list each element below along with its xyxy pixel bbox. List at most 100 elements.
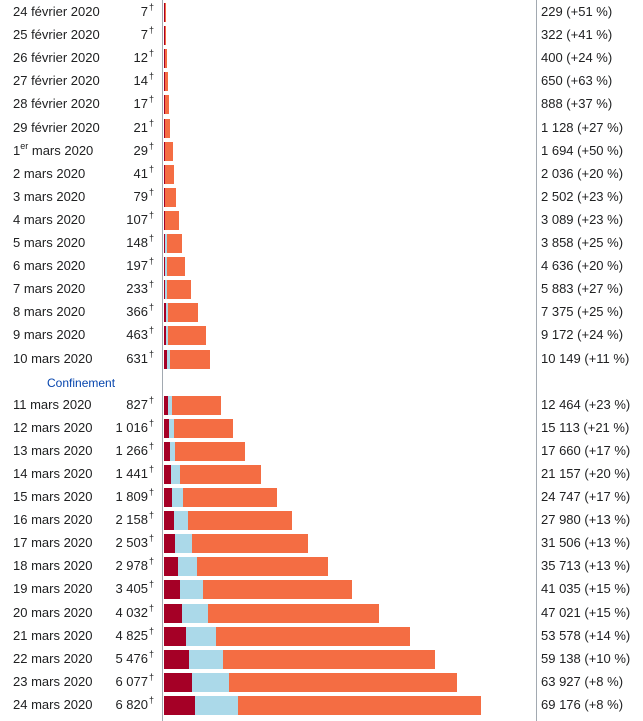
stacked-bar bbox=[164, 511, 293, 531]
deaths-value: 41 bbox=[133, 165, 148, 181]
date-label: 8 mars 2020 bbox=[13, 304, 86, 320]
date-label: 19 mars 2020 bbox=[13, 581, 93, 597]
deaths-label: 631† bbox=[126, 349, 154, 366]
dagger-mark: † bbox=[148, 463, 154, 474]
bar-deaths bbox=[164, 626, 187, 646]
date-label: 13 mars 2020 bbox=[13, 442, 93, 458]
stacked-bar bbox=[164, 649, 435, 669]
deaths-label: 17† bbox=[134, 94, 154, 111]
table-row: 26 février 2020 12† 400 (+24 %) bbox=[0, 47, 643, 70]
date-label: 23 mars 2020 bbox=[13, 673, 93, 689]
table-row: 24 février 2020 7† 229 (+51 %) bbox=[0, 1, 643, 24]
bar-recoveries bbox=[166, 349, 170, 369]
table-row: 20 mars 2020 4 032† 47 021 (+15 %) bbox=[0, 602, 643, 625]
confinement-annotation[interactable]: Confinement bbox=[47, 375, 116, 390]
dagger-mark: † bbox=[148, 671, 154, 682]
bar-deaths bbox=[164, 418, 169, 438]
deaths-label: 2 978† bbox=[115, 556, 154, 574]
deaths-label: 29† bbox=[134, 140, 154, 158]
bar-deaths bbox=[164, 580, 180, 600]
bar-recoveries bbox=[165, 303, 168, 323]
date-label: 24 mars 2020 bbox=[13, 696, 93, 712]
dagger-mark: † bbox=[148, 648, 154, 659]
bar-active bbox=[175, 441, 245, 461]
date-label: 15 mars 2020 bbox=[13, 489, 93, 504]
stacked-bar bbox=[164, 488, 278, 507]
cases-label: 7 375 (+25 %) bbox=[541, 304, 624, 320]
left-separator bbox=[162, 0, 163, 721]
deaths-value: 366 bbox=[126, 304, 148, 320]
deaths-value: 3 405 bbox=[115, 581, 148, 597]
bar-deaths bbox=[164, 557, 178, 577]
bar-active bbox=[165, 3, 167, 22]
table-row: 10 mars 2020 631† 10 149 (+11 %) bbox=[0, 348, 643, 371]
deaths-value: 107 bbox=[126, 211, 148, 227]
cases-label: 21 157 (+20 %) bbox=[541, 465, 631, 481]
date-label: 26 février 2020 bbox=[13, 50, 100, 66]
bar-recoveries bbox=[189, 649, 223, 669]
dagger-mark: † bbox=[148, 533, 154, 544]
bar-active bbox=[166, 257, 186, 277]
bar-deaths bbox=[164, 349, 167, 369]
table-row: 3 mars 2020 79† 2 502 (+23 %) bbox=[0, 186, 643, 209]
bar-recoveries bbox=[179, 580, 203, 600]
table-row: 21 mars 2020 4 825† 53 578 (+14 %) bbox=[0, 625, 643, 648]
table-row: 7 mars 2020 233† 5 883 (+27 %) bbox=[0, 278, 643, 301]
bar-deaths bbox=[164, 649, 190, 669]
deaths-label: 148† bbox=[126, 233, 154, 250]
cases-label: 2 036 (+20 %) bbox=[541, 165, 624, 181]
date-label: 11 mars 2020 bbox=[13, 396, 92, 412]
deaths-value: 148 bbox=[126, 235, 148, 250]
table-row: 14 mars 2020 1 441† 21 157 (+20 %) bbox=[0, 463, 643, 486]
table-row: 8 mars 2020 366† 7 375 (+25 %) bbox=[0, 301, 643, 324]
deaths-value: 1 441 bbox=[115, 465, 148, 481]
bar-recoveries bbox=[195, 695, 238, 715]
stacked-bar bbox=[164, 72, 168, 92]
date-month: mars 2020 bbox=[28, 142, 94, 158]
stacked-bar bbox=[164, 118, 171, 138]
deaths-value: 5 476 bbox=[115, 650, 148, 666]
cases-label: 12 464 (+23 %) bbox=[541, 396, 631, 412]
dagger-mark: † bbox=[148, 694, 154, 705]
right-separator bbox=[536, 0, 537, 721]
date-label: 14 mars 2020 bbox=[13, 465, 93, 481]
date-label: 21 mars 2020 bbox=[13, 627, 93, 643]
cases-label: 59 138 (+10 %) bbox=[541, 650, 631, 666]
dagger-mark: † bbox=[148, 256, 154, 267]
bar-deaths bbox=[164, 672, 192, 692]
deaths-label: 197† bbox=[126, 256, 154, 274]
deaths-value: 12 bbox=[133, 50, 148, 66]
deaths-label: 12† bbox=[133, 48, 154, 66]
stacked-bar bbox=[164, 464, 261, 484]
stacked-bar bbox=[164, 280, 191, 300]
cases-label: 31 506 (+13 %) bbox=[541, 535, 631, 551]
deaths-label: 1 441† bbox=[115, 463, 154, 481]
date-label: 3 mars 2020 bbox=[13, 188, 86, 204]
deaths-value: 2 978 bbox=[115, 558, 148, 574]
bar-deaths bbox=[164, 534, 176, 554]
stacked-bar bbox=[164, 695, 481, 715]
table-row: 2 mars 2020 41† 2 036 (+20 %) bbox=[0, 163, 643, 186]
deaths-value: 197 bbox=[126, 258, 148, 274]
date-label: 6 mars 2020 bbox=[13, 258, 86, 274]
table-row: 22 mars 2020 5 476† 59 138 (+10 %) bbox=[0, 648, 643, 671]
stacked-bar bbox=[164, 349, 211, 369]
table-row: 28 février 2020 17† 888 (+37 %) bbox=[0, 93, 643, 116]
dagger-mark: † bbox=[148, 233, 154, 243]
deaths-label: 463† bbox=[126, 325, 154, 342]
dagger-mark: † bbox=[148, 25, 154, 36]
date-label: 17 mars 2020 bbox=[13, 535, 93, 551]
bar-deaths bbox=[164, 257, 165, 277]
bar-deaths bbox=[164, 118, 165, 138]
date-label: 5 mars 2020 bbox=[13, 235, 86, 250]
bar-deaths bbox=[164, 441, 170, 461]
date-label: 12 mars 2020 bbox=[13, 419, 93, 435]
deaths-label: 4 825† bbox=[115, 626, 154, 643]
bar-deaths bbox=[164, 603, 183, 623]
dagger-mark: † bbox=[148, 2, 154, 12]
dagger-mark: † bbox=[148, 325, 154, 336]
date-label: 7 mars 2020 bbox=[13, 281, 86, 297]
bar-active bbox=[167, 303, 198, 323]
dagger-mark: † bbox=[148, 140, 154, 151]
bar-recoveries bbox=[173, 511, 188, 531]
